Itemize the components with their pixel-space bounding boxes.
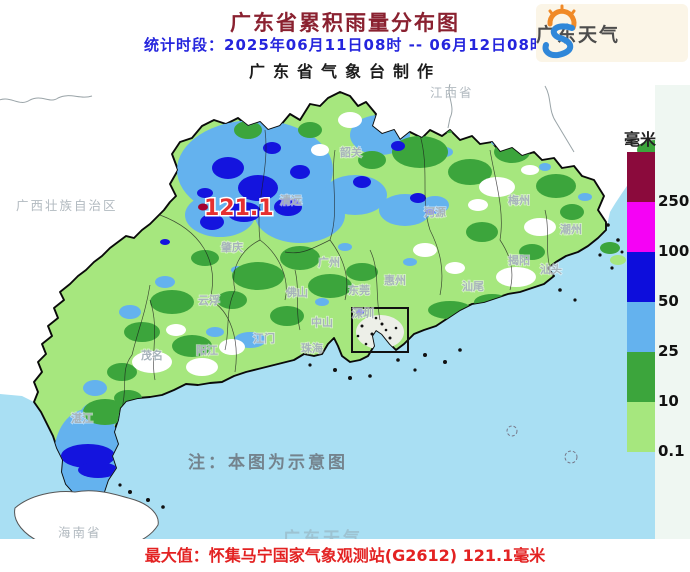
max-value-text: 最大值：怀集马宁国家气象观测站(G2612) 121.1毫米 xyxy=(144,546,546,565)
city-label: 佛山 xyxy=(285,285,308,299)
legend-threshold-label: 250 xyxy=(658,192,690,210)
legend-color-block xyxy=(627,202,655,252)
max-value-point-label: 121.1 xyxy=(204,196,274,221)
legend-color-block xyxy=(627,252,655,302)
city-label: 潮州 xyxy=(560,222,582,236)
neighbour-borders xyxy=(0,83,575,153)
page-title: 广东省累积雨量分布图 xyxy=(230,11,460,35)
legend-color-block xyxy=(627,152,655,202)
islands xyxy=(118,208,642,509)
footer-bar: 最大值：怀集马宁国家气象观测站(G2612) 121.1毫米 xyxy=(0,539,690,572)
city-label: 清远 xyxy=(280,193,302,207)
city-label: 汕头 xyxy=(540,262,562,276)
city-label: 东莞 xyxy=(348,283,370,297)
city-label: 梅州 xyxy=(508,193,530,207)
guangdong-province xyxy=(33,91,607,504)
gdweather-logo: 广东天气 xyxy=(536,4,688,62)
legend-color-block xyxy=(627,302,655,352)
producer-label: 广东省气象台制作 xyxy=(248,62,441,81)
city-label: 揭阳 xyxy=(508,253,530,267)
city-label: 阳江 xyxy=(196,343,218,357)
city-label: 惠州 xyxy=(384,273,406,287)
province-label: 广西壮族自治区 xyxy=(16,198,118,213)
city-label: 茂名 xyxy=(141,348,163,362)
legend-threshold-label: 100 xyxy=(658,242,690,260)
city-label: 广州 xyxy=(318,255,340,269)
city-label: 韶关 xyxy=(340,145,362,159)
legend-panel xyxy=(655,85,690,540)
legend-threshold-label: 10 xyxy=(658,392,679,410)
province-label: 江西省 xyxy=(430,85,474,100)
city-label: 深圳 xyxy=(352,306,374,320)
legend-threshold-label: 50 xyxy=(658,292,679,310)
legend-unit-label: 毫米 xyxy=(624,130,657,149)
city-label: 肇庆 xyxy=(220,240,243,254)
legend-threshold-label: 25 xyxy=(658,342,679,360)
remote-island-circles xyxy=(506,425,578,464)
city-label: 云浮 xyxy=(198,293,220,307)
city-label: 汕尾 xyxy=(462,279,484,293)
legend-color-block xyxy=(627,402,655,452)
statistic-period: 统计时段：2025年06月11日08时 -- 06月12日08时 xyxy=(144,36,546,54)
legend-scale: 250 100 50 25 10 0.1 xyxy=(627,152,690,462)
hongkong-highlight-box xyxy=(351,307,409,353)
city-label: 中山 xyxy=(311,315,333,329)
legend-color-block xyxy=(627,352,655,402)
map-note: 注：本图为示意图 xyxy=(188,453,348,473)
gdweather-logo-icon xyxy=(542,4,577,59)
province-label: 海南省 xyxy=(58,525,102,540)
rainfall-patches xyxy=(54,101,592,501)
city-label: 河源 xyxy=(424,205,446,219)
city-label: 珠海 xyxy=(301,341,323,355)
city-label: 湛江 xyxy=(71,411,93,425)
legend-threshold-label: 0.1 xyxy=(658,442,685,460)
city-label: 江门 xyxy=(253,331,275,345)
